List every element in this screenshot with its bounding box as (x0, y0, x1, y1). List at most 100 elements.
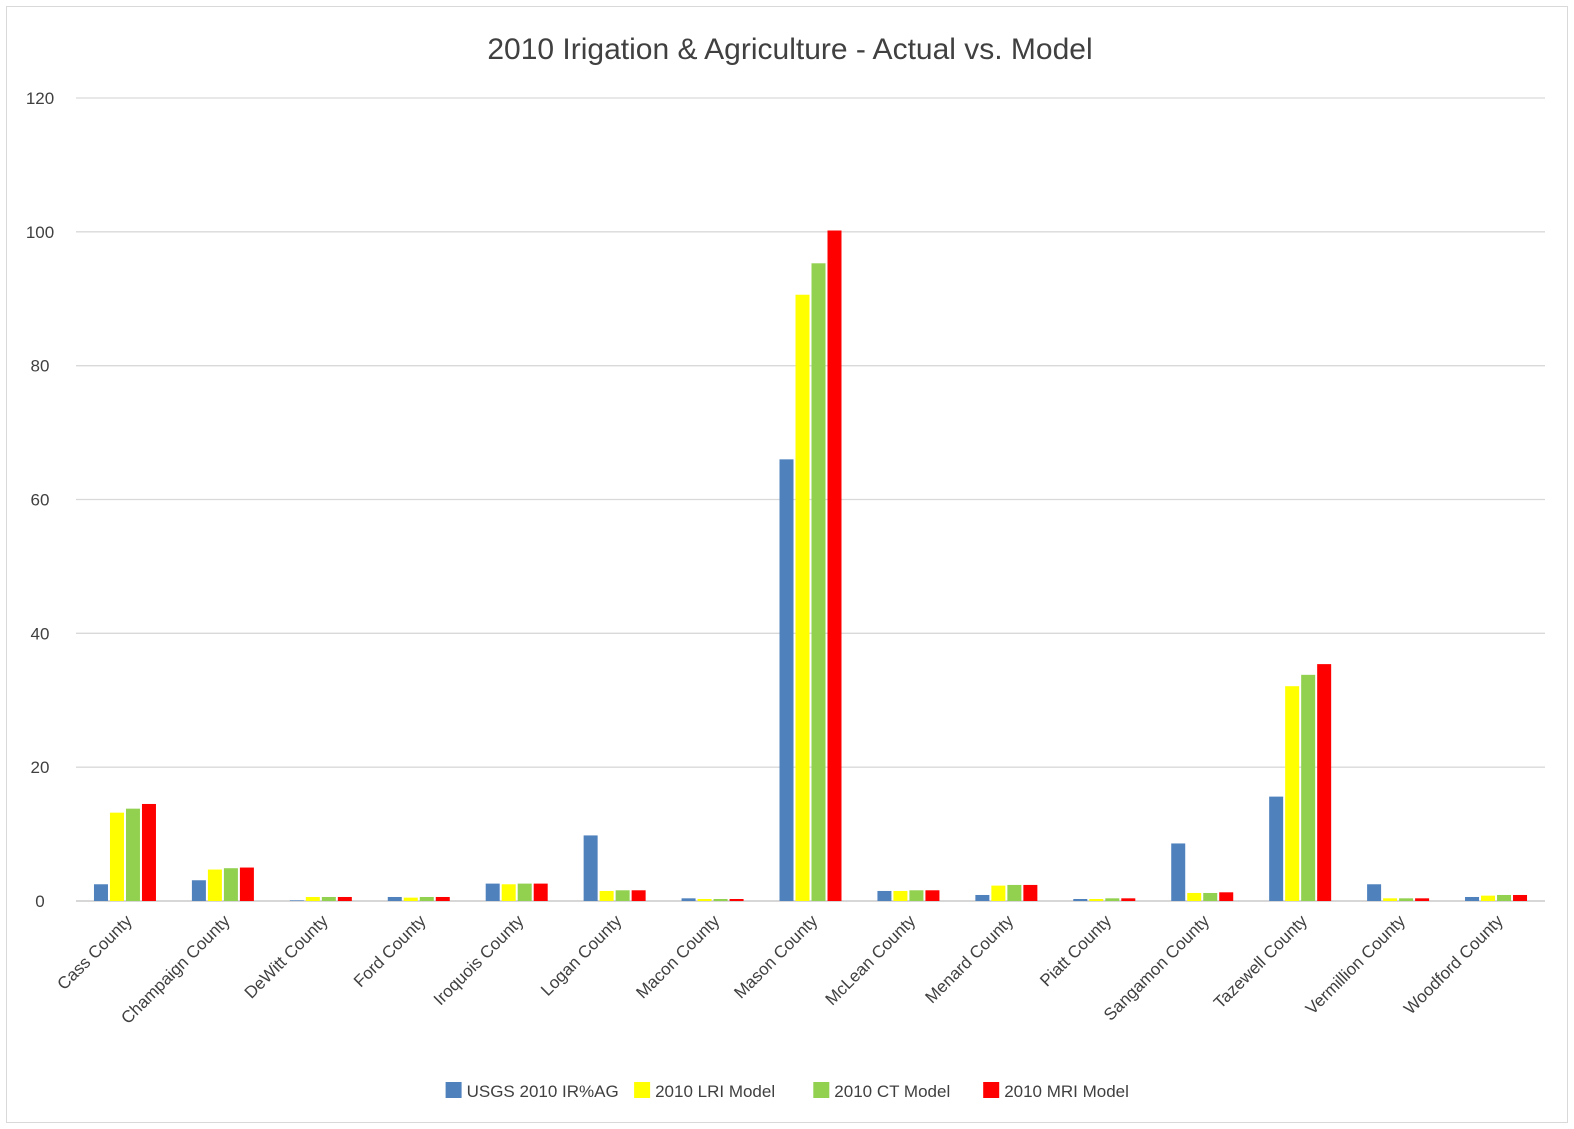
legend-label: USGS 2010 IR%AG (467, 1082, 619, 1101)
bar (501, 884, 516, 901)
bar (975, 894, 990, 901)
bar (1007, 884, 1022, 901)
y-tick-label: 80 (31, 357, 50, 376)
y-tick-label: 0 (35, 892, 44, 911)
y-tick-label: 120 (26, 89, 54, 108)
bar (1171, 843, 1186, 901)
legend-label: 2010 LRI Model (655, 1082, 775, 1101)
legend-swatch (813, 1082, 830, 1098)
y-tick-label: 20 (31, 758, 50, 777)
legend-swatch (983, 1082, 1000, 1098)
bar (1105, 898, 1120, 901)
x-tick-label: Ford County (350, 911, 430, 991)
bar (1465, 896, 1480, 901)
x-tick-label: Menard County (922, 911, 1018, 1007)
bar (1317, 664, 1332, 901)
x-tick-label: Champaign County (117, 911, 234, 1028)
bar (289, 900, 304, 901)
bar (403, 897, 418, 901)
bar (533, 883, 548, 901)
legend-swatch (445, 1082, 462, 1098)
bar (697, 898, 712, 901)
bar (909, 890, 924, 901)
bar (1121, 898, 1136, 901)
bar (713, 898, 728, 901)
bar (681, 898, 696, 901)
x-tick-label: McLean County (822, 911, 920, 1009)
bar (925, 890, 940, 901)
bar (435, 896, 450, 901)
bar (485, 883, 500, 901)
bar (1367, 884, 1382, 901)
bar (991, 885, 1006, 901)
bar (1301, 674, 1316, 901)
bar (109, 812, 124, 901)
x-tick-label: Tazewell County (1210, 911, 1311, 1012)
bar (1023, 884, 1038, 901)
bar (795, 294, 810, 901)
legend-label: 2010 CT Model (834, 1082, 950, 1101)
bar (93, 884, 108, 901)
bar (387, 896, 402, 901)
x-tick-label: Vermillion County (1302, 911, 1409, 1018)
legend: USGS 2010 IR%AG 2010 LRI Model 2010 CT Mod… (445, 1082, 1129, 1101)
y-axis-ticks: 0 20 40 60 80 100 120 (26, 89, 54, 911)
legend-item: 2010 CT Model (813, 1082, 950, 1101)
bar (631, 890, 646, 901)
x-tick-label: Macon County (632, 911, 723, 1002)
bar (1497, 894, 1512, 901)
y-tick-label: 60 (31, 491, 50, 510)
legend-swatch (634, 1082, 651, 1098)
x-tick-label: Logan County (537, 911, 626, 1000)
bar (191, 880, 206, 901)
y-tick-label: 100 (26, 223, 54, 242)
bar (517, 883, 532, 901)
bar (893, 890, 908, 901)
x-tick-label: DeWitt County (241, 911, 332, 1002)
bar (583, 835, 598, 901)
bar (827, 230, 842, 901)
bar (1203, 892, 1218, 901)
bar (223, 868, 238, 901)
x-tick-label: Woodford County (1400, 911, 1507, 1018)
bar (1073, 898, 1088, 901)
bar (1269, 796, 1284, 901)
legend-item: 2010 MRI Model (983, 1082, 1129, 1101)
bar (1219, 892, 1234, 901)
bar (877, 890, 892, 901)
bar (1383, 898, 1398, 901)
bar (1415, 898, 1430, 901)
bar (615, 890, 630, 901)
bars (93, 230, 1528, 901)
chart-title: 2010 Irigation & Agriculture - Actual vs… (487, 33, 1092, 66)
x-tick-label: Mason County (730, 911, 821, 1002)
bar (811, 263, 826, 901)
gridlines (76, 97, 1545, 902)
bar (1285, 686, 1300, 901)
bar (207, 869, 222, 901)
legend-item: 2010 LRI Model (634, 1082, 775, 1101)
bar (337, 896, 352, 901)
bar (779, 459, 794, 901)
bar (729, 898, 744, 901)
bar (321, 896, 336, 901)
legend-item: USGS 2010 IR%AG (445, 1082, 619, 1101)
x-tick-label: Iroquois County (430, 911, 528, 1009)
x-tick-label: Piatt County (1036, 911, 1115, 990)
y-tick-label: 40 (31, 624, 50, 643)
x-tick-label: Cass County (54, 911, 137, 994)
bar (1513, 894, 1528, 901)
bar (125, 808, 140, 901)
x-tick-label: Sangamon County (1100, 911, 1213, 1024)
bar (1481, 895, 1496, 901)
bar (239, 867, 254, 901)
bar (141, 803, 156, 901)
legend-label: 2010 MRI Model (1004, 1082, 1129, 1101)
bar (1187, 892, 1202, 901)
bar (599, 890, 614, 901)
bar (1399, 898, 1414, 901)
bar (419, 896, 434, 901)
bar (305, 896, 320, 901)
